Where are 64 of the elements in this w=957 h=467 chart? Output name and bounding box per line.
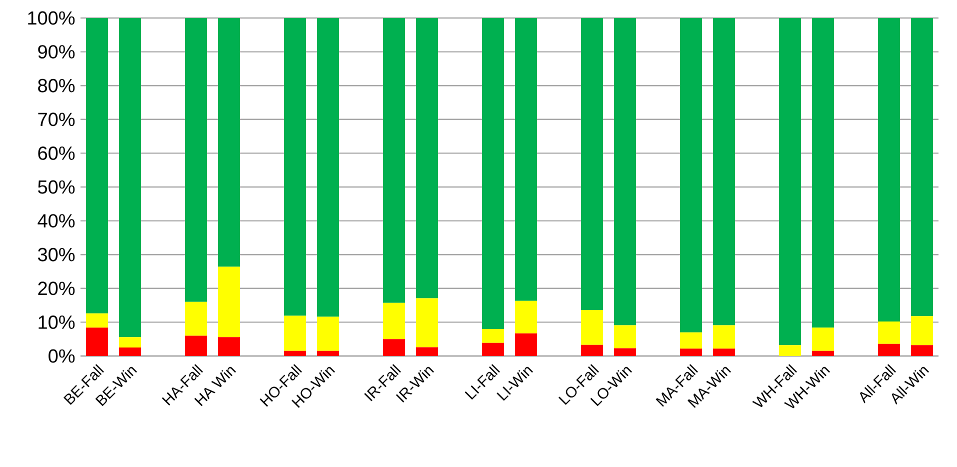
- bar: [284, 18, 306, 316]
- bar: [284, 350, 306, 356]
- bar: [284, 316, 306, 351]
- y-tick-label: 50%: [38, 180, 75, 194]
- bar: [515, 333, 538, 356]
- bar: [185, 18, 207, 302]
- bar: [482, 328, 504, 343]
- bar: [515, 18, 538, 301]
- bar: [614, 348, 636, 356]
- bar: [878, 18, 900, 322]
- bar: [218, 337, 240, 356]
- bar: [911, 345, 934, 356]
- bar: [119, 337, 141, 348]
- bar: [86, 328, 108, 356]
- bar: [812, 350, 834, 356]
- y-tick-label: 100%: [28, 11, 75, 25]
- bar: [812, 328, 834, 351]
- bar: [416, 347, 438, 356]
- bar: [779, 18, 802, 346]
- bar: [581, 310, 604, 345]
- bar: [515, 300, 538, 334]
- bar: [812, 18, 834, 328]
- y-tick-label: 0%: [48, 349, 75, 363]
- bar: [713, 348, 736, 356]
- y-tick-label: 70%: [38, 112, 75, 126]
- bar: [86, 18, 108, 314]
- bar: [614, 18, 636, 326]
- y-tick-label: 80%: [38, 78, 75, 92]
- bar: [185, 302, 207, 336]
- bar: [713, 18, 736, 326]
- bar: [680, 348, 702, 356]
- bar: [317, 18, 340, 317]
- bar: [581, 344, 604, 356]
- y-tick-label: 90%: [38, 45, 75, 59]
- y-tick-label: 40%: [38, 214, 75, 228]
- bar: [878, 344, 900, 356]
- bar: [317, 316, 340, 351]
- y-tick-label: 30%: [38, 248, 75, 262]
- bar: [416, 18, 438, 298]
- bar: [119, 18, 141, 338]
- bar: [911, 18, 934, 316]
- bar: [86, 313, 108, 328]
- bar: [581, 18, 604, 310]
- bar: [713, 325, 736, 349]
- bar: [383, 18, 406, 303]
- bar: [680, 332, 702, 349]
- y-tick-label: 60%: [38, 146, 75, 160]
- bar: [416, 298, 438, 348]
- bar: [119, 348, 141, 356]
- y-tick-label: 10%: [38, 315, 75, 329]
- bar: [878, 322, 900, 344]
- bar: [185, 336, 207, 356]
- bar: [482, 18, 504, 329]
- bar: [680, 18, 702, 332]
- bar: [317, 350, 340, 356]
- bar: [911, 316, 934, 346]
- bar: [779, 345, 802, 356]
- bar: [218, 266, 240, 338]
- bar: [218, 18, 240, 267]
- y-tick-label: 20%: [38, 282, 75, 296]
- bar: [482, 342, 504, 356]
- bar: [383, 302, 406, 340]
- bar: [383, 339, 406, 356]
- bar: [614, 325, 636, 348]
